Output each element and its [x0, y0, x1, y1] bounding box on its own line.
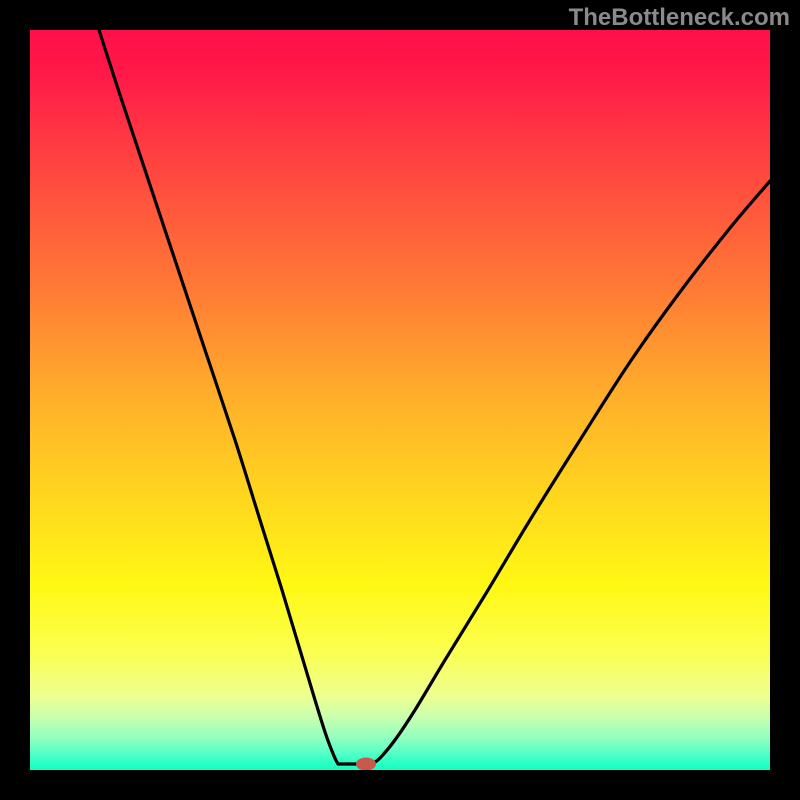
chart-container: TheBottleneck.com	[0, 0, 800, 800]
bottleneck-chart	[0, 0, 800, 800]
chart-background-gradient	[30, 30, 770, 770]
minimum-marker	[356, 758, 376, 771]
